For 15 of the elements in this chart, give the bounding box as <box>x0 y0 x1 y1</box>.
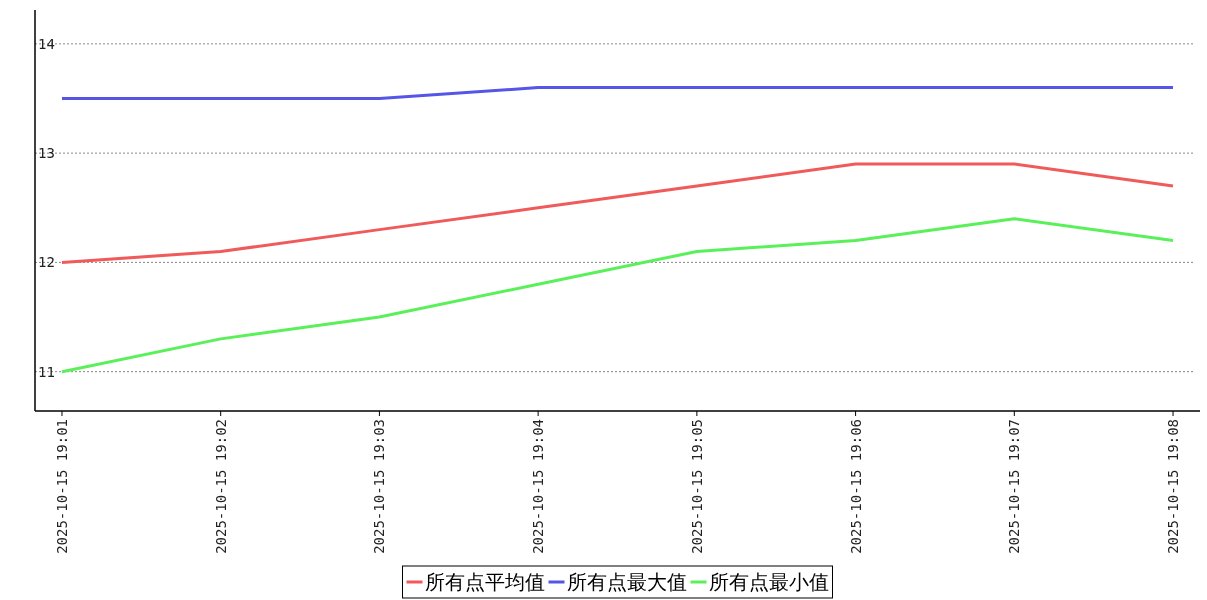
legend-label: 所有点平均值 <box>424 570 545 594</box>
x-tick-label: 2025-10-15 19:08 <box>1165 419 1182 554</box>
y-tick-label: 12 <box>38 254 55 271</box>
legend-label: 所有点最大值 <box>566 570 687 594</box>
x-tick-label: 2025-10-15 19:02 <box>212 419 229 554</box>
x-tick-label: 2025-10-15 19:04 <box>530 419 547 554</box>
legend-label: 所有点最小值 <box>708 570 829 594</box>
x-tick-label: 2025-10-15 19:07 <box>1006 419 1023 554</box>
x-tick-label: 2025-10-15 19:01 <box>53 419 70 554</box>
y-tick-label: 11 <box>38 363 55 380</box>
x-tick-label: 2025-10-15 19:05 <box>688 419 705 554</box>
x-tick-label: 2025-10-15 19:06 <box>847 419 864 554</box>
x-tick-label: 2025-10-15 19:03 <box>371 419 388 554</box>
y-tick-label: 13 <box>38 145 55 162</box>
y-tick-label: 14 <box>38 35 55 52</box>
